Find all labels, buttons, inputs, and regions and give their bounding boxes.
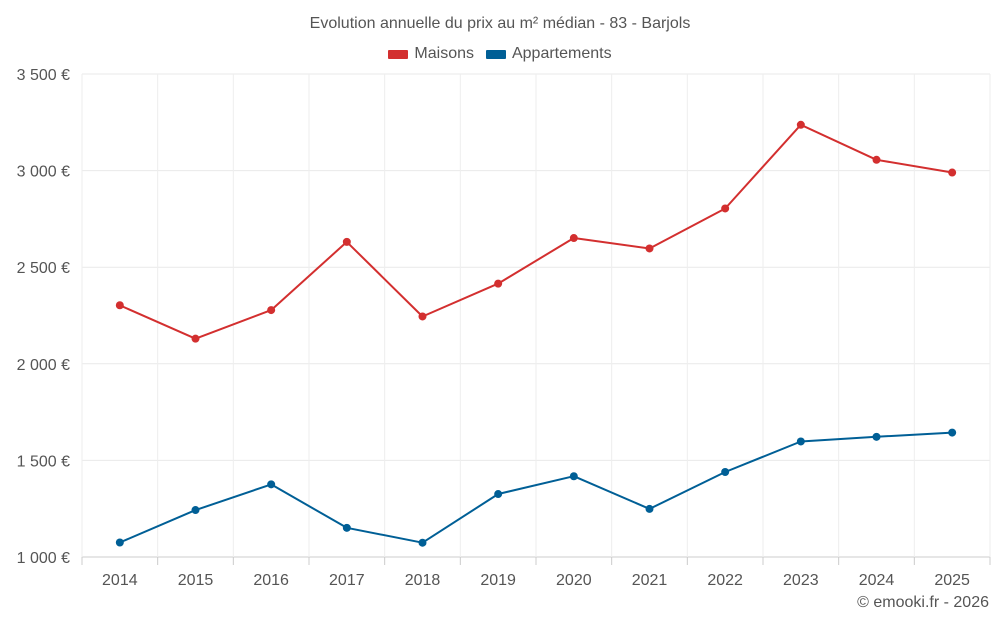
legend-label-maisons: Maisons [414,45,474,62]
data-point-maisons [948,168,957,177]
x-tick-label: 2024 [859,572,895,589]
x-tick-label: 2017 [329,572,365,589]
x-tick-label: 2015 [178,572,214,589]
legend-item-maisons[interactable]: Maisons [388,45,474,63]
data-point-maisons [645,244,654,253]
data-point-maisons [418,312,427,321]
data-point-appartements [418,538,427,547]
data-point-maisons [115,301,124,310]
data-point-maisons [191,334,200,343]
data-point-appartements [948,428,957,437]
data-point-maisons [267,306,276,315]
x-tick-label: 2021 [632,572,668,589]
y-tick-label: 3 500 € [17,67,70,84]
data-point-maisons [494,279,503,288]
data-point-appartements [191,506,200,515]
data-point-appartements [342,523,351,532]
data-point-maisons [721,204,730,213]
x-tick-label: 2016 [253,572,289,589]
x-tick-label: 2014 [102,572,138,589]
x-tick-label: 2025 [934,572,970,589]
data-point-appartements [115,538,124,547]
data-point-maisons [569,234,578,243]
data-point-maisons [342,237,351,246]
x-tick-label: 2022 [707,572,743,589]
data-point-appartements [721,467,730,476]
data-point-appartements [267,480,276,489]
x-tick-label: 2020 [556,572,592,589]
series-line-appartements [118,431,954,544]
y-tick-label: 1 000 € [17,550,70,567]
data-point-appartements [796,437,805,446]
credit-text: © emooki.fr - 2026 [857,594,989,611]
y-tick-label: 2 000 € [17,357,70,374]
y-tick-label: 3 000 € [17,164,70,181]
data-point-appartements [569,472,578,481]
legend: Maisons Appartements [0,45,1000,63]
x-tick-label: 2019 [480,572,516,589]
legend-item-appartements[interactable]: Appartements [485,45,612,63]
legend-label-appartements: Appartements [511,45,612,62]
data-point-maisons [796,120,805,129]
x-tick-label: 2018 [405,572,441,589]
data-point-appartements [645,504,654,513]
legend-swatch-appartements [485,49,506,59]
y-tick-label: 2 500 € [17,260,70,277]
series-line-maisons [118,123,954,340]
data-point-maisons [872,155,881,164]
legend-swatch-maisons [388,49,409,59]
chart-title: Evolution annuelle du prix au m² médian … [309,15,691,32]
y-tick-label: 1 500 € [17,453,70,470]
data-point-appartements [872,432,881,441]
data-point-appartements [494,490,503,499]
x-tick-label: 2023 [783,572,819,589]
